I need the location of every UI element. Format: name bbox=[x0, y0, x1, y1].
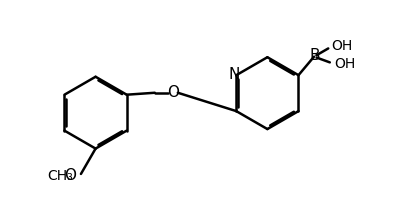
Text: CH₃: CH₃ bbox=[47, 168, 73, 183]
Text: OH: OH bbox=[331, 39, 352, 53]
Text: OH: OH bbox=[333, 57, 354, 71]
Text: N: N bbox=[228, 67, 239, 82]
Text: B: B bbox=[309, 48, 319, 63]
Text: O: O bbox=[64, 168, 76, 183]
Text: O: O bbox=[166, 85, 178, 100]
